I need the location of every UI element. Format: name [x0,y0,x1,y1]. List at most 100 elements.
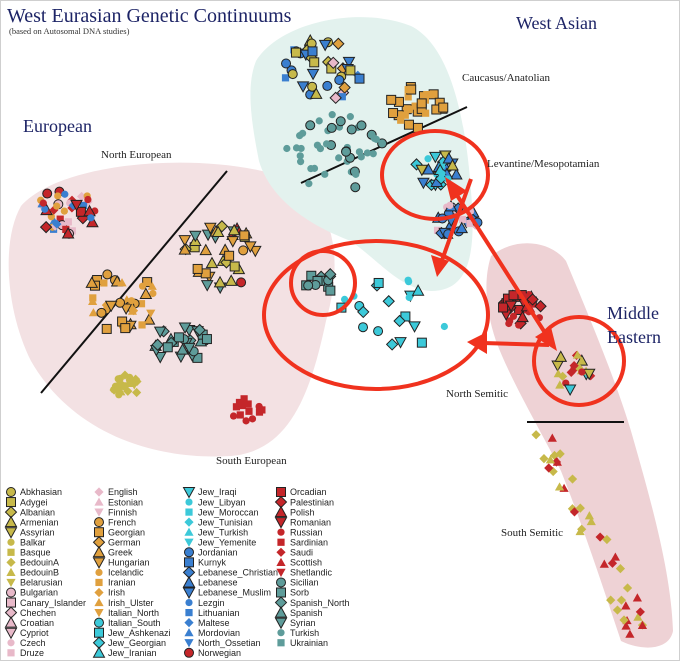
sample-point-russian [84,195,92,204]
sample-point-german [332,37,345,50]
legend-item-ukrainian: Ukrainian [277,638,328,648]
sample-point-bedouinb [545,455,555,464]
legend-marker-icon [6,597,16,608]
legend-marker-icon [182,487,196,499]
sample-point-jew_ashkenazi [373,277,384,288]
legend-item-italian_south: Italian_South [94,617,161,628]
sample-point-sardinian [62,225,70,233]
sample-point-scottish [547,433,557,442]
sample-point-sorb [325,285,336,296]
legend-marker-icon [6,567,16,576]
sample-point-norwegian [42,188,53,199]
sample-point-irish [128,306,139,316]
sample-point-palestinian [39,220,53,234]
legend-marker-icon [184,517,194,527]
sample-point-bedouina [615,564,626,574]
sample-point-spanish [176,343,189,355]
sample-point-turkish [372,135,380,143]
legend-label: Estonian [108,497,143,507]
legend-marker-icon [274,505,288,518]
sample-point-saudi [607,558,618,568]
sample-point-iranian [100,279,108,287]
sample-point-bedouina [539,454,549,464]
sample-point-bedouina [577,524,587,534]
legend-marker-icon [4,515,18,528]
sample-point-iranian [404,86,412,94]
sample-point-palestinian [534,300,547,313]
sample-point-syrian [189,230,202,243]
legend-label: Maltese [198,618,230,628]
sample-point-lebanese_muslim [342,56,356,69]
sample-point-jew_libyan [340,295,349,303]
legend-item-sorb: Sorb [276,587,309,598]
sample-point-turkish [328,111,336,119]
sample-point-scottish [621,601,631,610]
sample-point-turkish [297,158,305,166]
legend-label: Norwegian [198,648,241,658]
north-semitic-highlight-ellipse [262,239,490,391]
sample-point-norwegian [236,277,247,288]
sample-point-bedouinb [553,369,563,378]
legend-item-abkhasian: Abkhasian [6,487,62,497]
sample-point-druze [433,226,442,234]
sample-point-turkish [283,144,291,153]
sample-point-kurnyk [354,73,365,84]
sample-point-lezgin [41,205,49,213]
sample-point-jew_iranian [411,284,425,296]
sample-point-turkish [297,144,305,153]
sample-point-orcadian [498,302,509,313]
region-label-eastern: Eastern [607,327,661,347]
legend-label: Irish_Ulster [108,598,154,608]
legend-label: Icelandic [108,568,144,578]
sample-point-russian [39,199,47,207]
sample-point-turkish [346,113,354,121]
legend-label: Albanian [20,507,55,517]
legend-item-icelandic: Icelandic [95,568,144,578]
down-arrow-shaft [439,178,473,264]
middle-eastern-highlight-circle [532,315,626,407]
sample-point-georgian [416,98,427,109]
legend-label: Jordanian [198,548,238,558]
sample-point-balkar [120,383,128,391]
legend-label: Czech [20,638,46,648]
sample-point-bedouinb [633,612,643,621]
sample-point-jordanian [334,75,345,86]
sample-point-lebanese_muslim [417,177,430,190]
sample-point-georgian [388,108,399,119]
legend-marker-icon [182,587,196,600]
legend-item-english: English [94,487,138,497]
sample-point-icelandic [60,207,68,215]
legend-label: Spanish_North [290,598,350,608]
sample-point-syrian [200,280,214,292]
legend-item-jew_iraqi: Jew_Iraqi [182,487,237,499]
sample-point-irish [101,300,111,310]
sample-point-georgian [438,102,449,113]
legend-item-saudi: Saudi [276,548,313,558]
legend-label: Basque [20,548,51,558]
legend-item-lezgin: Lezgin [185,598,225,608]
legend-item-lebanese: Lebanese [182,575,238,588]
chart-title: West Eurasian Genetic Continuums [7,5,292,27]
label-caucasus-anatolian: Caucasus/Anatolian [462,72,550,84]
arrowhead-down [535,327,557,351]
legend-marker-icon [276,547,286,557]
sample-point-iranian [411,102,419,110]
legend-label: Jew_Yemenite [198,537,256,547]
legend-item-german: German [92,536,141,549]
sample-point-jew_georgian [357,305,370,319]
sample-point-irish_ulster [88,308,99,317]
legend-label: Hungarian [108,558,150,568]
legend-item-jew_moroccan: Jew_Moroccan [185,507,259,517]
european-zone [8,162,335,457]
sample-point-turkish [363,149,372,157]
legend-label: English [108,487,138,497]
legend-label: Irish [108,588,125,598]
legend-marker-icon [184,618,194,628]
legend-item-jew_libyan: Jew_Libyan [185,497,246,507]
sample-point-jew_libyan [424,155,432,163]
sample-point-lebanese_muslim [296,81,310,93]
sample-point-saudi [544,463,554,473]
sample-point-german [338,81,351,94]
sample-point-lebanese_muslim [318,39,332,52]
sample-point-spanish_north [151,338,164,351]
